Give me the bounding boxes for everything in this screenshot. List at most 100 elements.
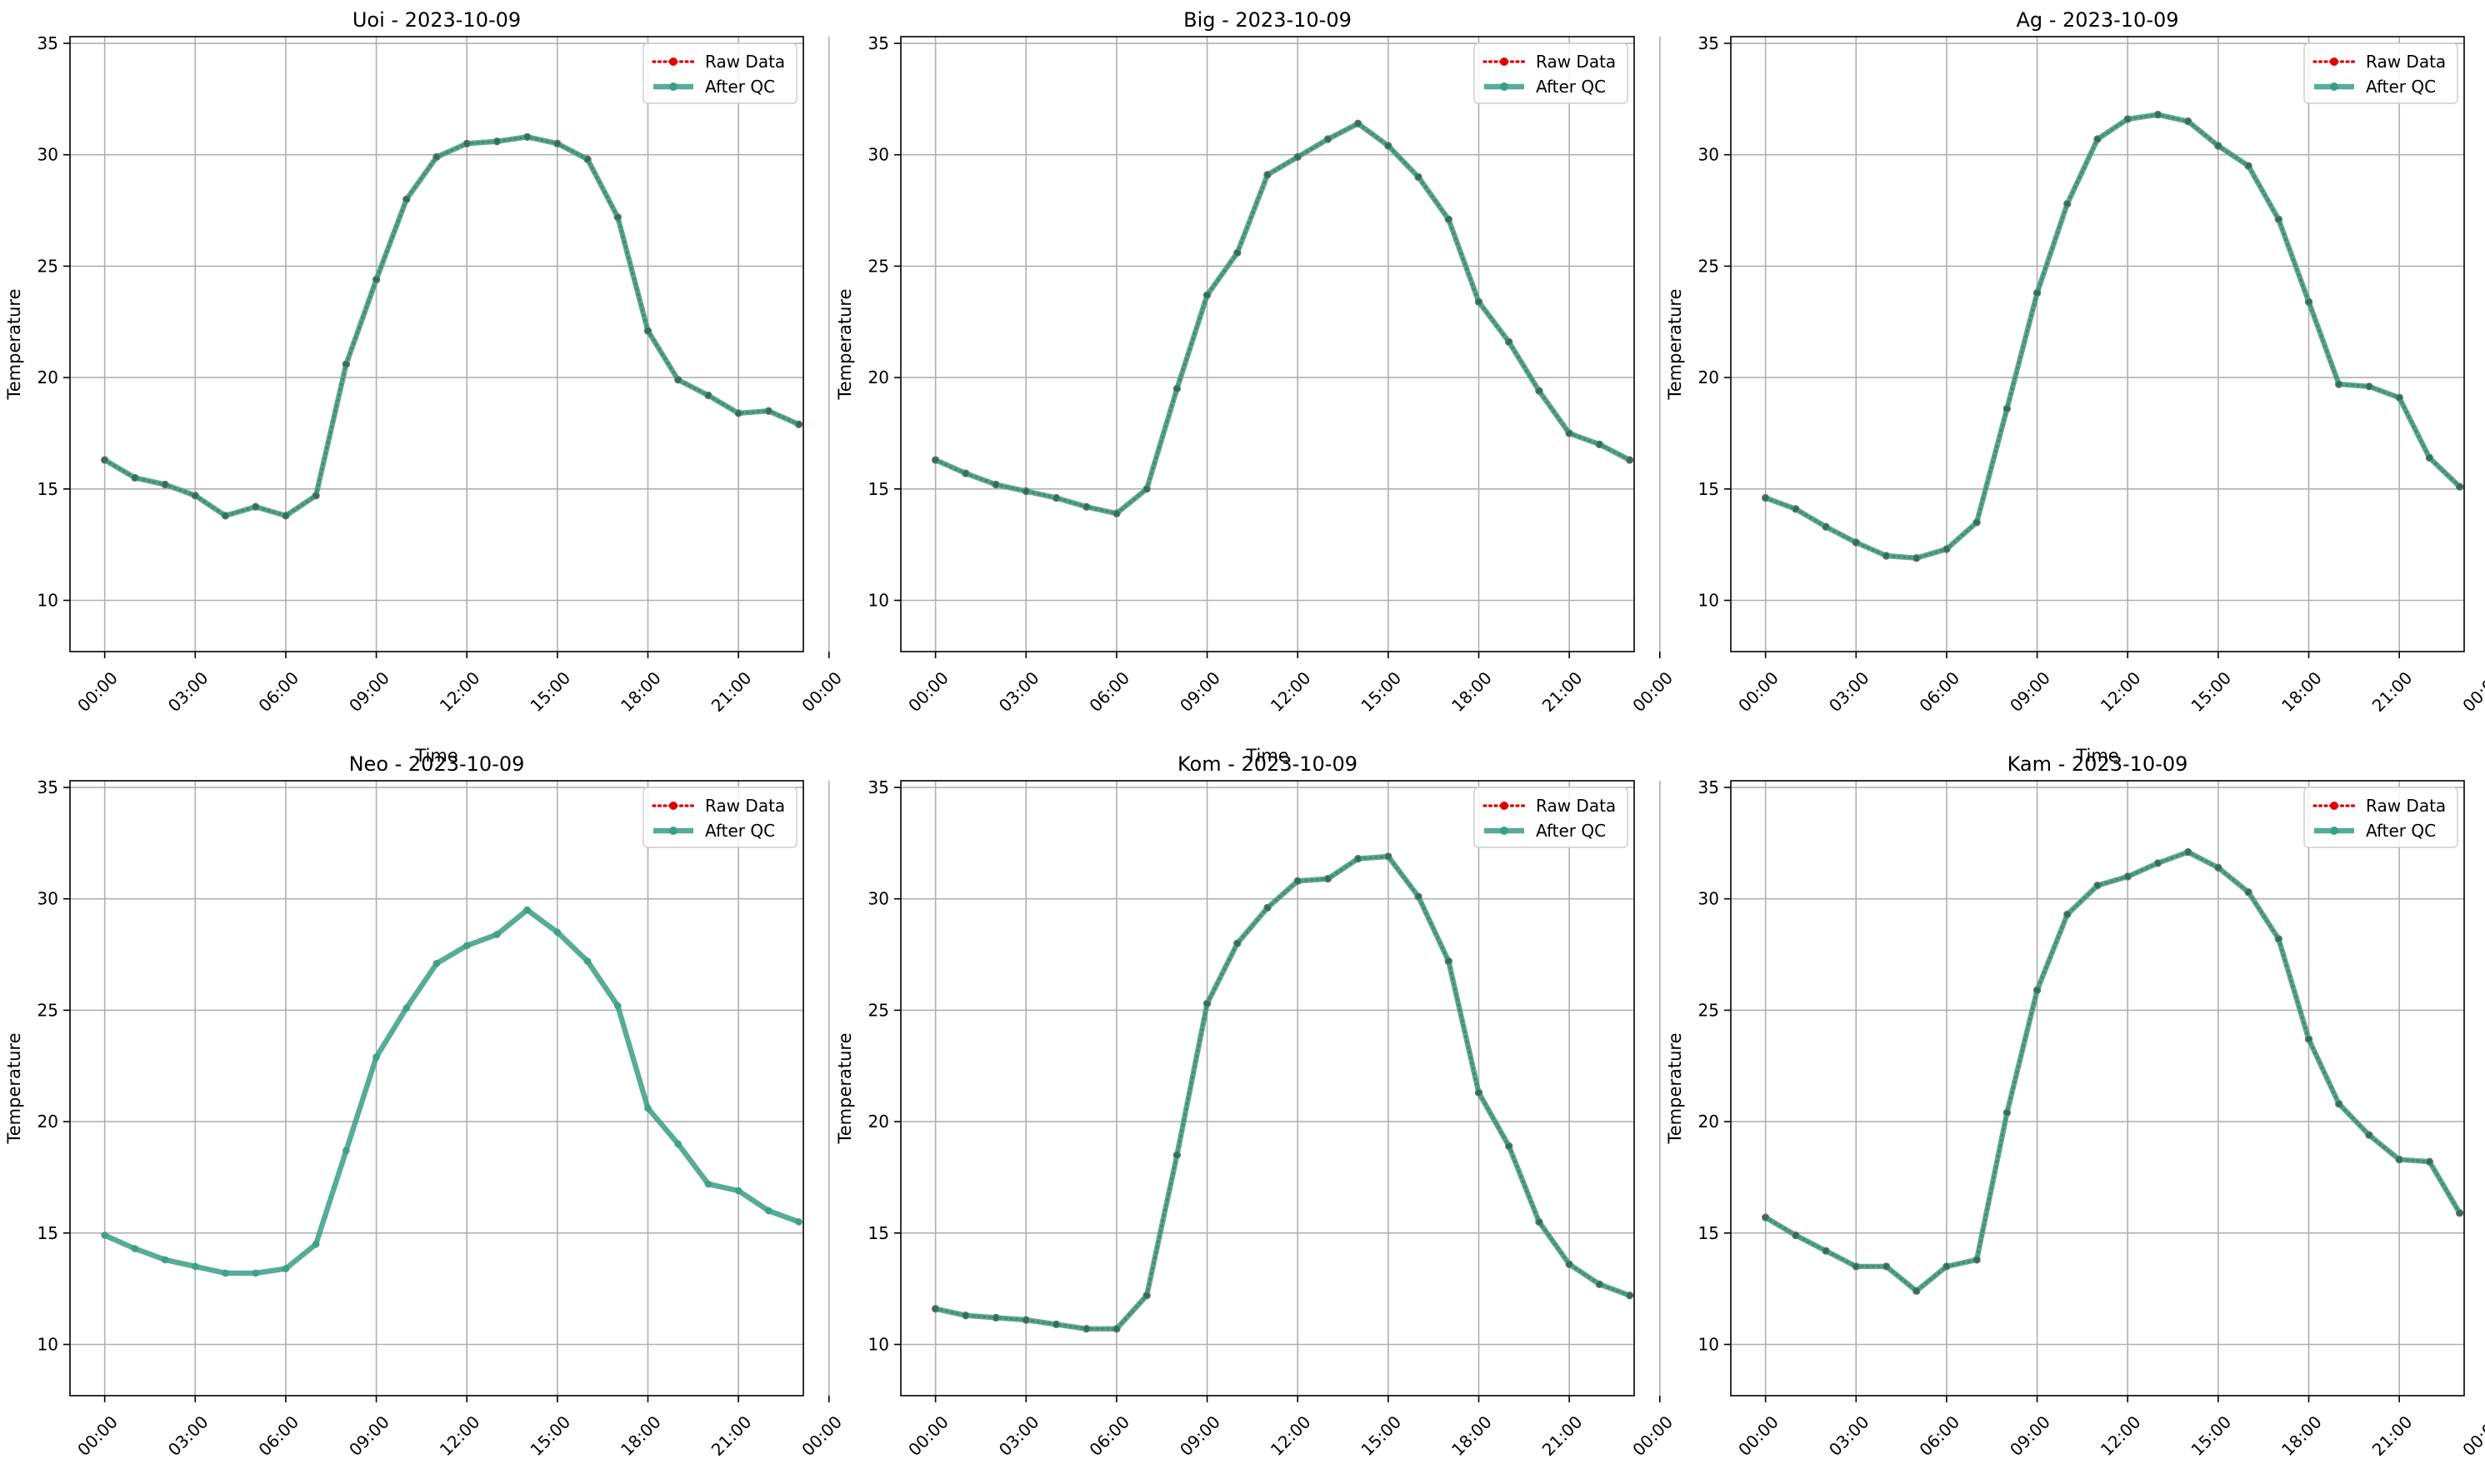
y-tick-label: 15 — [1698, 479, 1719, 499]
legend-marker-after-qc — [1500, 827, 1508, 835]
x-tick-label: 15:00 — [2187, 667, 2235, 716]
overlap-point — [1173, 1152, 1180, 1158]
overlap-point — [1022, 1317, 1029, 1323]
overlap-point — [2034, 987, 2040, 993]
overlap-point — [2366, 1132, 2372, 1138]
overlap-point — [1113, 1326, 1120, 1332]
x-tick-label: 06:00 — [254, 667, 302, 716]
y-tick-label: 35 — [1698, 777, 1719, 797]
x-tick-label: 06:00 — [1915, 667, 1963, 716]
y-tick-label: 15 — [868, 479, 889, 499]
overlap-point — [2306, 1036, 2312, 1042]
overlap-point — [2426, 1158, 2432, 1165]
y-axis-label: Temperature — [1665, 288, 1685, 400]
data-point-after-qc — [734, 1187, 742, 1195]
overlap-point — [222, 512, 228, 519]
series-line-after-qc — [102, 134, 802, 519]
y-axis-label: Temperature — [4, 288, 24, 400]
data-point-after-qc — [252, 1269, 260, 1277]
series-line-raw-data — [1764, 112, 2462, 560]
legend-marker-raw-data — [2330, 802, 2338, 810]
legend: Raw Data After QC — [1473, 787, 1628, 848]
subplot-1: 00:00 03:00 06:00 09:00 12:00 15:00 18:00 21:00… — [4, 8, 846, 766]
legend-marker-after-qc — [2330, 827, 2338, 835]
data-point-after-qc — [764, 1207, 772, 1215]
y-tick-label: 35 — [868, 777, 889, 797]
data-point-after-qc — [462, 942, 471, 950]
overlap-point — [1204, 1000, 1210, 1007]
overlap-point — [1083, 503, 1090, 510]
y-tick-label: 35 — [1698, 33, 1719, 53]
overlap-point — [463, 140, 470, 147]
legend: Raw Data After QC — [2303, 42, 2458, 104]
overlap-point — [1883, 1263, 1889, 1270]
overlap-point — [2064, 201, 2071, 207]
overlap-point — [2185, 118, 2192, 125]
overlap-point — [796, 421, 802, 427]
overlap-point — [2124, 873, 2131, 880]
overlap-point — [1506, 1143, 1512, 1149]
x-tick-label: 21:00 — [1538, 667, 1587, 716]
x-axis-label: Time — [1245, 746, 1288, 766]
subplot-title: Big - 2023-10-09 — [1183, 8, 1352, 32]
axes-frame — [1730, 780, 2465, 1397]
x-tick-label: 18:00 — [2278, 1412, 2326, 1460]
data-point-after-qc — [704, 1180, 712, 1188]
series-line-raw-data — [1764, 850, 2462, 1293]
subplot-5: 00:00 03:00 06:00 09:00 12:00 15:00 18:00 21:00… — [835, 752, 1677, 1460]
x-tick-label: 00:00 — [1628, 667, 1677, 716]
overlap-point — [2034, 290, 2040, 296]
x-tick-label: 18:00 — [1448, 1412, 1496, 1460]
legend-marker-after-qc — [669, 827, 678, 835]
x-tick-label: 00:00 — [904, 1412, 952, 1460]
y-tick-label: 20 — [38, 1112, 58, 1132]
legend: Raw Data After QC — [2303, 787, 2458, 848]
overlap-point — [2366, 383, 2372, 390]
overlap-point — [2215, 142, 2222, 149]
y-tick-label: 35 — [38, 33, 58, 53]
y-tick-label: 25 — [868, 1000, 889, 1020]
x-tick-label: 09:00 — [345, 667, 393, 716]
overlap-point — [1294, 877, 1301, 884]
overlap-point — [1415, 174, 1422, 180]
overlap-point — [132, 475, 138, 481]
overlap-point — [2094, 882, 2101, 889]
legend-label-raw-data: Raw Data — [1536, 796, 1616, 816]
overlap-point — [1536, 1219, 1542, 1225]
legend-label-after-qc: After QC — [705, 77, 775, 97]
overlap-point — [1415, 893, 1422, 900]
x-tick-label: 18:00 — [2278, 667, 2326, 716]
x-tick-label: 00:00 — [2458, 667, 2485, 716]
legend-label-after-qc: After QC — [1536, 77, 1606, 97]
x-tick-label: 03:00 — [995, 667, 1043, 716]
x-tick-label: 06:00 — [1915, 1412, 1963, 1460]
x-tick-label: 00:00 — [904, 667, 952, 716]
overlap-point — [2215, 864, 2222, 871]
y-tick-label: 20 — [868, 1112, 889, 1132]
overlap-point — [2155, 112, 2161, 117]
axes-frame — [69, 36, 804, 652]
subplot-title: Ag - 2023-10-09 — [2016, 8, 2178, 32]
legend: Raw Data After QC — [1473, 42, 1628, 104]
overlap-point — [2003, 406, 2010, 412]
y-tick-label: 20 — [868, 367, 889, 387]
x-tick-label: 15:00 — [1357, 667, 1405, 716]
overlap-point — [2094, 136, 2101, 142]
y-tick-label: 30 — [1698, 889, 1719, 909]
y-tick-label: 25 — [1698, 256, 1719, 276]
y-axis-label: Temperature — [4, 1032, 24, 1144]
y-axis-label: Temperature — [835, 1032, 855, 1144]
overlap-point — [2336, 1101, 2342, 1107]
overlap-point — [2426, 454, 2432, 461]
overlap-point — [1566, 1261, 1572, 1267]
overlap-point — [252, 503, 259, 510]
subplot-6: 00:00 03:00 06:00 09:00 12:00 15:00 18:00 21:00… — [1665, 752, 2485, 1460]
overlap-point — [1762, 1214, 1769, 1221]
x-tick-label: 00:00 — [73, 1412, 122, 1460]
series-line-after-qc — [932, 121, 1632, 517]
legend-marker-raw-data — [1500, 57, 1508, 66]
data-point-after-qc — [342, 1147, 350, 1155]
axes-frame — [900, 780, 1635, 1397]
legend-marker-after-qc — [669, 82, 678, 91]
data-point-after-qc — [795, 1218, 802, 1226]
